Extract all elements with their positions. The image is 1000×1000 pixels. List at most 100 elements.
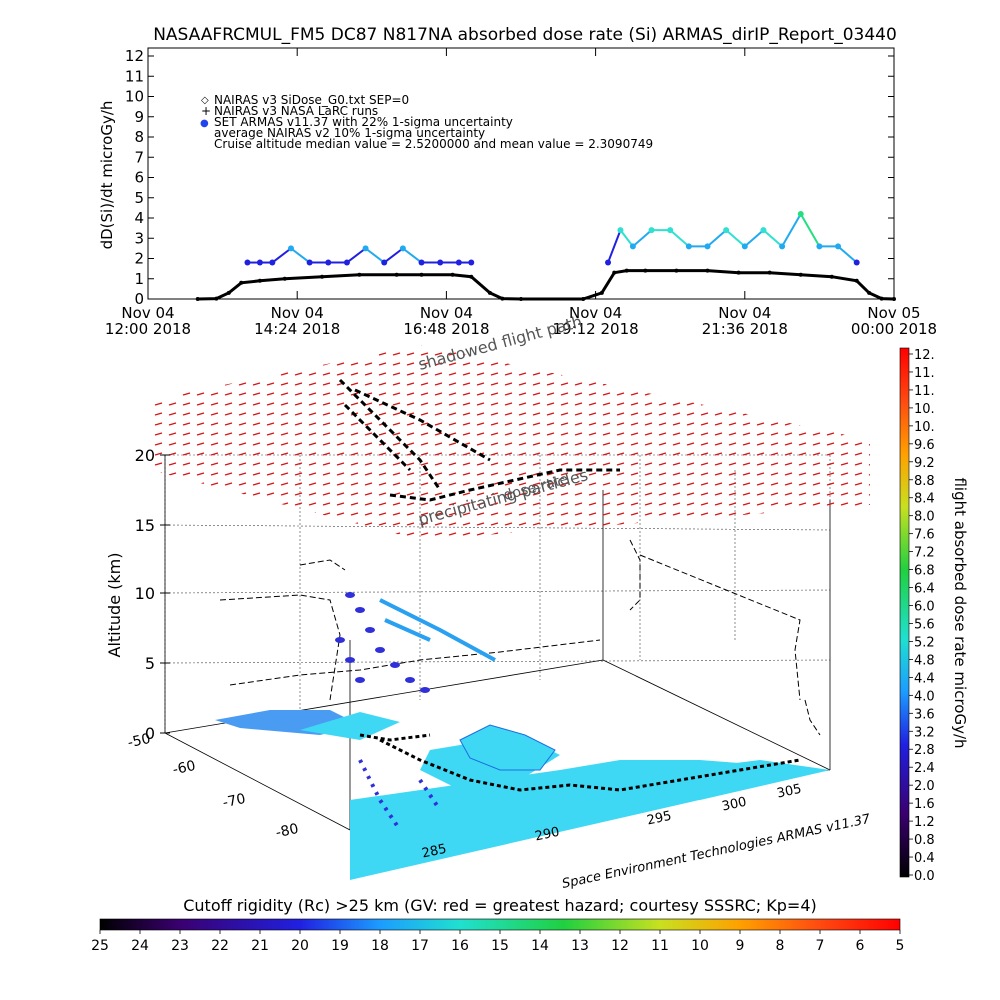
rigidity-colorbar-tick-label: 14 [531,938,549,954]
armas-segment [781,213,802,247]
y-tick-label: 1 [134,270,144,288]
altitude-tick-label: 20 [135,446,155,465]
altitude-axis: 0 5 10 15 20 [135,446,170,743]
rigidity-colorbar-tick-label: 18 [371,938,389,954]
mid-flight-track [219,539,821,736]
nairas-point [674,268,679,273]
armas-point [723,227,730,234]
legend-text-0: NAIRAS v3 SiDose_G0.txt SEP=0 [214,93,409,107]
dose-rate-drop-lines [358,759,442,832]
armas-point [816,243,823,250]
nairas-point [798,272,803,277]
armas-point [667,227,674,234]
armas-series [244,210,860,266]
latitude-tick-label: -70 [221,791,247,811]
nairas-point [581,297,586,301]
nairas-point [736,270,741,275]
longitude-tick-label: 285 [421,842,448,862]
y-tick-label: 6 [134,169,144,187]
nairas-point [854,278,859,283]
dose-colorbar-tick-label: 9.2 [914,456,935,471]
nairas-point [643,268,648,273]
y-tick-label: 10 [125,88,144,106]
y-tick-label: 11 [125,67,144,85]
shadowed-flight-path-3d [338,378,620,502]
ground-map [215,710,830,880]
legend-text-4: Cruise altitude median value = 2.5200000… [214,137,653,151]
nairas-series [195,268,896,301]
longitude-axis: 285 290 295 300 305 [421,782,803,862]
rigidity-colorbar-tick-label: 25 [91,938,109,954]
altitude-axis-label: Altitude (km) [105,553,124,658]
x-tick-label-line1: Nov 04 [718,304,771,322]
armas-segment [290,247,311,264]
x-tick-label-line2: 21:36 2018 [702,320,788,338]
altitude-tick-label: 0 [145,724,155,743]
longitude-tick-label: 300 [721,795,748,815]
dose-colorbar-tick-label: 6.8 [914,564,935,579]
y-tick-label: 7 [134,148,144,166]
armas-point [399,245,406,252]
armas-segment [837,245,858,264]
armas-point [853,259,860,266]
dose-colorbar-tick-label: 5.2 [914,635,935,650]
top-legend: ◇ NAIRAS v3 SiDose_G0.txt SEP=0 + NAIRAS… [200,93,653,151]
y-tick-label: 4 [134,209,144,227]
nairas-point [879,296,884,301]
armas-point [287,245,294,252]
dose-colorbar-tick-label: 7.6 [914,528,935,543]
nairas-point [320,274,325,279]
rigidity-colorbar-ticks: 25 24 23 22 21 20 19 18 17 16 15 14 13 12 11 10 9 8 7 6 5 [91,930,904,954]
armas-segment [346,247,367,264]
x-tick-label-line1: Nov 04 [271,304,324,322]
armas-segment [619,229,634,247]
nairas-point [612,270,617,275]
y-tick-label: 2 [134,250,144,268]
rigidity-colorbar-tick-label: 16 [451,938,469,954]
dose-colorbar-tick-label: 7.2 [914,546,935,561]
rigidity-colorbar-tick-label: 9 [736,938,745,954]
longitude-tick-label: 295 [646,809,673,829]
rigidity-colorbar-tick-label: 8 [776,938,785,954]
rigidity-colorbar-label: Cutoff rigidity (Rc) >25 km (GV: red = g… [183,896,817,915]
armas-segment [402,247,423,264]
legend-symbol-1: + [201,104,211,118]
nairas-point [829,274,834,279]
armas-point [325,259,332,266]
dose-colorbar-tick-label: 2.0 [914,779,935,794]
armas-point [269,259,276,266]
nairas-point [419,272,424,277]
rigidity-colorbar-tick-label: 23 [171,938,189,954]
rigidity-colorbar-tick-label: 7 [816,938,825,954]
legend-symbol-0: ◇ [201,95,209,106]
armas-segment [706,229,727,248]
dose-colorbar-tick-label: 8.4 [914,492,935,507]
y-tick-label: 12 [125,47,144,65]
armas-point [648,227,655,234]
legend-symbol-2: ● [200,118,209,129]
armas-point [437,259,444,266]
dose-colorbar-tick-label: 1.2 [914,815,935,830]
rigidity-colorbar-tick-label: 24 [131,938,149,954]
rigidity-colorbar-tick-label: 17 [411,938,429,954]
rigidity-colorbar-tick-label: 13 [571,938,589,954]
rigidity-colorbar-tick-label: 15 [491,938,509,954]
rigidity-colorbar-tick-label: 6 [856,938,865,954]
rigidity-colorbar [99,918,901,931]
rigidity-colorbar-tick-label: 12 [611,938,629,954]
dose-colorbar-tick-label: 2.4 [914,761,935,776]
armas-point [418,259,425,266]
armas-point [685,243,692,250]
armas-point [362,245,369,252]
chart-title: NASAAFRCMUL_FM5 DC87 N817NA absorbed dos… [153,25,897,45]
armas-point [605,259,612,266]
nairas-point [624,268,629,273]
dose-colorbar-tick-label: 3.6 [914,707,935,722]
altitude-tick-label: 15 [135,516,155,535]
rigidity-colorbar-tick-label: 5 [896,938,905,954]
dose-colorbar-tick-label: 11. [914,384,935,399]
armas-segment [725,229,746,248]
